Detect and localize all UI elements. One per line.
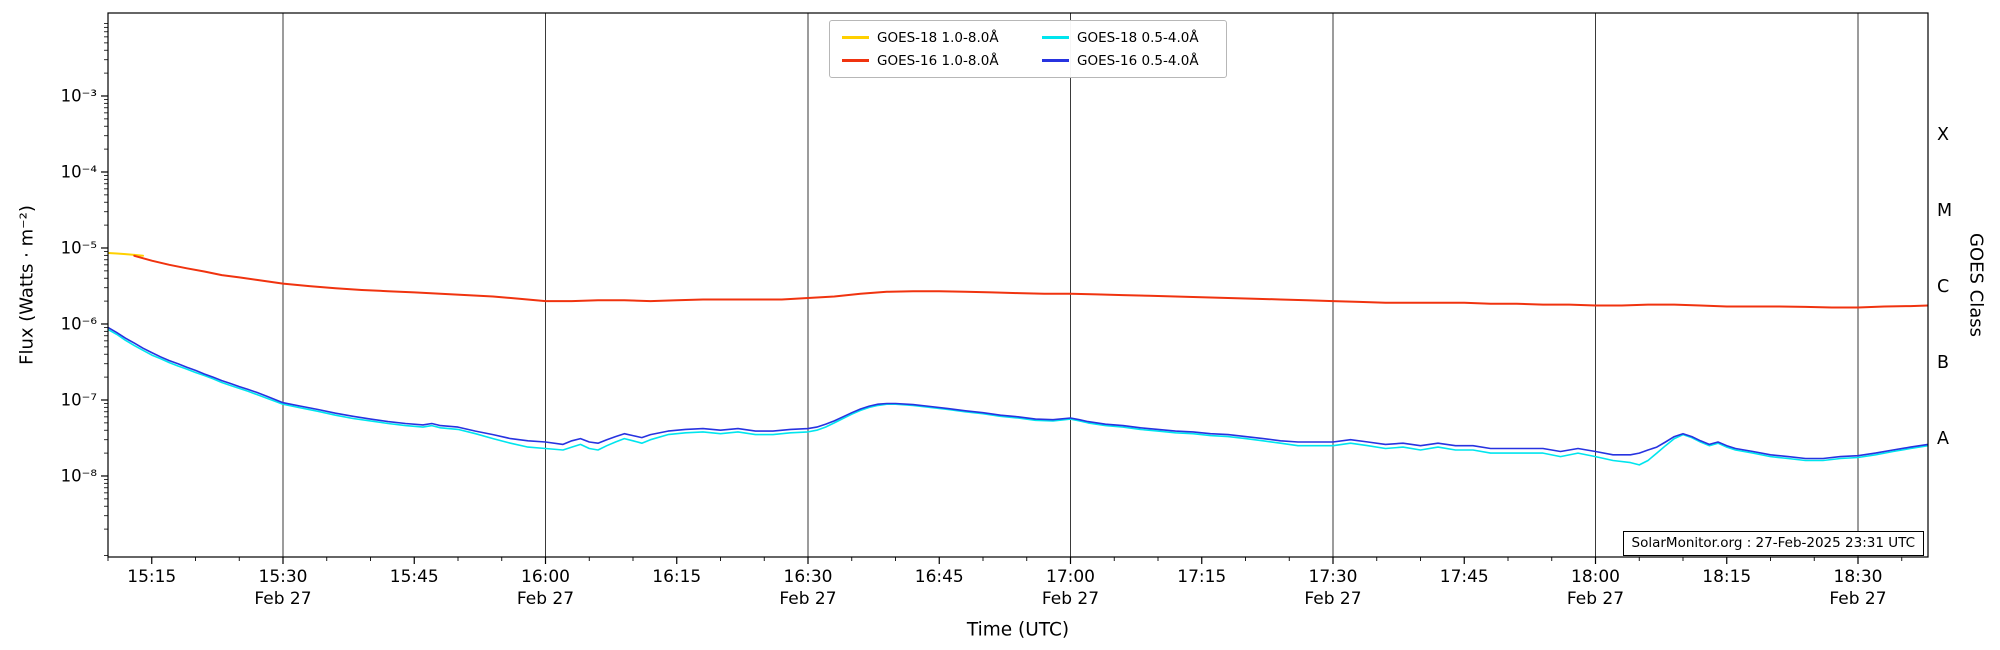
x-tick-date: Feb 27: [779, 589, 836, 609]
x-tick-label: 15:45: [390, 567, 439, 587]
x-tick-label: 17:00: [1046, 567, 1095, 587]
legend-item: GOES-18 0.5-4.0Å: [1042, 30, 1214, 46]
x-tick-label: 16:45: [915, 567, 964, 587]
legend-item: GOES-16 0.5-4.0Å: [1042, 53, 1214, 69]
goes-class-letter: X: [1937, 125, 1949, 145]
y-axis-title: Flux (Watts · m⁻²): [16, 205, 38, 365]
legend: GOES-18 1.0-8.0Å GOES-16 1.0-8.0Å GOES-18 …: [829, 20, 1227, 78]
legend-label: GOES-16 1.0-8.0Å: [877, 52, 999, 69]
series-goes-16-1-0-8-0: [133, 254, 1928, 309]
x-tick-date: Feb 27: [1829, 589, 1886, 609]
x-tick-date: Feb 27: [1042, 589, 1099, 609]
watermark: SolarMonitor.org : 27-Feb-2025 23:31 UTC: [1622, 531, 1924, 556]
x-tick-label: 16:15: [652, 567, 701, 587]
goes-class-letter: A: [1937, 429, 1949, 449]
x-tick-date: Feb 27: [517, 589, 574, 609]
legend-swatch: [842, 36, 869, 39]
x-tick-date: Feb 27: [254, 589, 311, 609]
legend-label: GOES-18 0.5-4.0Å: [1077, 29, 1199, 46]
x-tick-label: 17:30: [1309, 567, 1358, 587]
legend-swatch: [842, 59, 869, 62]
series-goes-16-0-5-4-0: [108, 326, 1928, 460]
x-tick-label: 16:00: [521, 567, 570, 587]
x-tick-label: 15:30: [259, 567, 308, 587]
series-goes-18-1-0-8-0: [108, 252, 144, 257]
y-tick-label: 10⁻⁸: [61, 466, 98, 485]
x-tick-label: 15:15: [127, 567, 176, 587]
legend-item: GOES-18 1.0-8.0Å: [842, 30, 1014, 46]
x-axis-title: Time (UTC): [966, 619, 1070, 641]
legend-swatch: [1042, 36, 1069, 39]
legend-label: GOES-16 0.5-4.0Å: [1077, 52, 1199, 69]
x-tick-label: 18:15: [1702, 567, 1751, 587]
y-tick-label: 10⁻⁵: [61, 238, 97, 257]
legend-swatch: [1042, 59, 1069, 62]
x-tick-label: 18:30: [1834, 567, 1883, 587]
y-tick-label: 10⁻⁴: [61, 162, 98, 181]
y-tick-label: 10⁻⁶: [61, 314, 98, 333]
y-tick-label: 10⁻³: [61, 86, 97, 105]
goes-class-letter: C: [1937, 277, 1949, 297]
x-tick-label: 18:00: [1571, 567, 1620, 587]
legend-item: GOES-16 1.0-8.0Å: [842, 53, 1014, 69]
x-tick-date: Feb 27: [1567, 589, 1624, 609]
x-tick-date: Feb 27: [1304, 589, 1361, 609]
legend-label: GOES-18 1.0-8.0Å: [877, 29, 999, 46]
goes-class-letter: B: [1937, 353, 1949, 373]
x-tick-label: 17:45: [1440, 567, 1489, 587]
series-goes-18-0-5-4-0: [108, 328, 1928, 466]
x-tick-label: 17:15: [1177, 567, 1226, 587]
x-tick-label: 16:30: [784, 567, 833, 587]
plot-border: [107, 12, 1929, 558]
goes-class-letter: M: [1937, 201, 1952, 221]
y-tick-label: 10⁻⁷: [61, 390, 97, 409]
right-axis-title: GOES Class: [1965, 233, 1987, 337]
